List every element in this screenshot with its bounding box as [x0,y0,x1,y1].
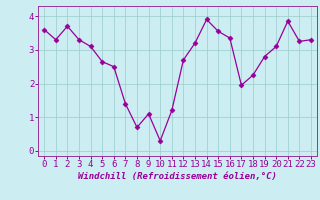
X-axis label: Windchill (Refroidissement éolien,°C): Windchill (Refroidissement éolien,°C) [78,172,277,181]
